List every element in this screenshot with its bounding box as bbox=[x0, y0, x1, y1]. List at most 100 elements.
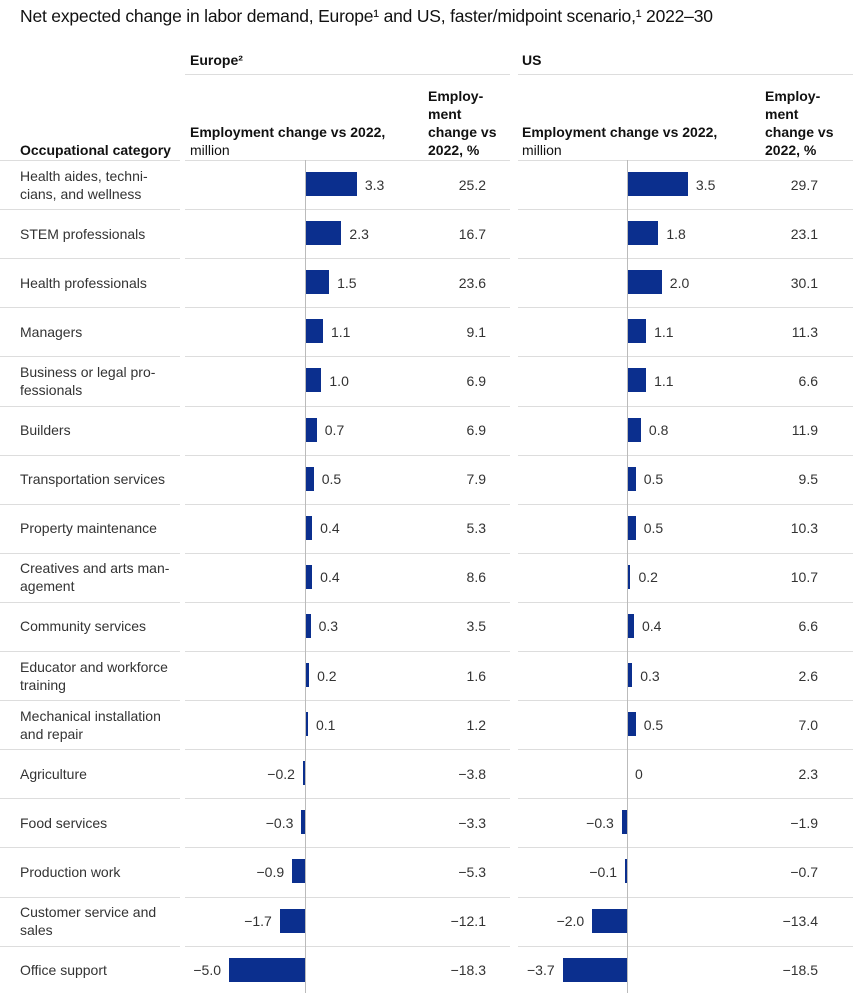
europe-value-label: 1.5 bbox=[337, 274, 357, 291]
us-value-label: 1.1 bbox=[654, 323, 674, 340]
us-value-label: 1.8 bbox=[666, 225, 686, 242]
us-value-label: 0.8 bbox=[648, 422, 669, 438]
row-divider bbox=[518, 847, 853, 849]
us-value-label: 3.5 bbox=[695, 176, 716, 193]
us-bar bbox=[627, 613, 634, 638]
row-divider bbox=[185, 847, 510, 849]
europe-bar bbox=[306, 172, 357, 196]
row-divider bbox=[518, 405, 853, 407]
europe-pct-label: −18.3 bbox=[450, 962, 486, 979]
us-bar bbox=[627, 712, 636, 737]
region-label-europe: Europe² bbox=[190, 52, 243, 68]
us-pct-label: 30.1 bbox=[790, 274, 818, 291]
row-divider bbox=[518, 749, 853, 751]
row-divider bbox=[518, 454, 853, 456]
us-value-label: 0 bbox=[635, 765, 643, 782]
europe-bar-header-title: Employment change vs 2022, bbox=[190, 124, 386, 140]
europe-pct-label: 9.1 bbox=[466, 323, 486, 340]
table-row: Customer service and sales −1.7 −12.1 −2.0 −… bbox=[0, 896, 868, 946]
row-divider bbox=[0, 307, 180, 309]
us-bar bbox=[627, 515, 636, 540]
us-value-label: 0.2 bbox=[638, 569, 658, 586]
category-label: Agriculture bbox=[20, 765, 87, 782]
us-pct-label: 2.3 bbox=[798, 765, 818, 782]
europe-bar bbox=[302, 761, 306, 786]
europe-pct-label: 3.5 bbox=[466, 618, 486, 635]
us-value-label: −3.7 bbox=[526, 962, 555, 979]
us-pct-label: 10.7 bbox=[790, 569, 818, 586]
table-row: Educator and workforce training 0.2 1.6 0.3… bbox=[0, 651, 868, 700]
us-value-label: 2.0 bbox=[669, 274, 690, 291]
table-row: Property maintenance 0.4 5.3 0.5 10.3 bbox=[0, 503, 868, 553]
europe-bar bbox=[306, 368, 322, 393]
europe-pct-label: 23.6 bbox=[458, 274, 486, 291]
us-value-label: 0.5 bbox=[643, 471, 664, 488]
us-value-label: −2.0 bbox=[556, 913, 585, 929]
row-divider bbox=[518, 798, 853, 800]
row-divider bbox=[0, 454, 180, 456]
europe-pct-label: 6.9 bbox=[466, 372, 486, 389]
us-bar bbox=[627, 417, 641, 442]
europe-pct-label: 1.2 bbox=[466, 716, 486, 733]
row-divider bbox=[185, 307, 510, 309]
us-bar bbox=[627, 564, 631, 589]
us-bar-header-unit: million bbox=[522, 142, 562, 158]
row-divider bbox=[185, 798, 510, 800]
europe-value-label: 0.3 bbox=[318, 618, 339, 635]
region-divider-us bbox=[518, 74, 853, 75]
region-divider-europe bbox=[185, 74, 510, 75]
table-row: Production work −0.9 −5.3 −0.1 −0.7 bbox=[0, 847, 868, 896]
europe-bar bbox=[229, 957, 306, 982]
europe-value-label: 3.3 bbox=[364, 176, 385, 193]
table-row: Creatives and arts man- agement 0.4 8.6 0.2… bbox=[0, 552, 868, 602]
category-label: Business or legal pro- fessionals bbox=[20, 363, 156, 398]
region-label-us: US bbox=[522, 52, 542, 68]
row-divider bbox=[185, 945, 510, 947]
europe-value-label: −5.0 bbox=[193, 962, 221, 979]
row-divider bbox=[518, 356, 853, 358]
us-pct-label: −1.9 bbox=[790, 814, 818, 831]
europe-bar bbox=[306, 515, 313, 540]
us-pct-label: 11.3 bbox=[791, 323, 818, 340]
row-divider bbox=[0, 749, 180, 751]
category-label: Property maintenance bbox=[20, 520, 157, 537]
row-divider bbox=[0, 209, 180, 211]
table-row: Health professionals 1.5 23.6 2.0 30.1 bbox=[0, 258, 868, 307]
chart-title: Net expected change in labor demand, Eur… bbox=[20, 6, 713, 26]
category-label: Food services bbox=[20, 814, 108, 831]
us-pct-label: 9.5 bbox=[798, 471, 818, 488]
table-row: Managers 1.1 9.1 1.1 11.3 bbox=[0, 307, 868, 356]
europe-bar-header: Employment change vs 2022, million bbox=[190, 123, 385, 159]
category-label: Production work bbox=[20, 863, 121, 880]
europe-pct-label: 6.9 bbox=[466, 422, 486, 438]
row-divider bbox=[0, 552, 180, 554]
europe-pct-label: −5.3 bbox=[458, 863, 486, 880]
us-value-label: 0.3 bbox=[640, 667, 660, 684]
europe-value-label: −0.3 bbox=[265, 814, 294, 831]
europe-value-label: 0.5 bbox=[321, 471, 342, 488]
us-pct-header: Employ- ment change vs 2022, % bbox=[765, 88, 834, 158]
europe-pct-label: 25.2 bbox=[458, 176, 486, 193]
us-bar bbox=[627, 270, 662, 295]
us-pct-label: 23.1 bbox=[790, 225, 818, 242]
row-divider bbox=[518, 896, 853, 898]
table-row: STEM professionals 2.3 16.7 1.8 23.1 bbox=[0, 209, 868, 258]
europe-bar bbox=[301, 810, 306, 835]
category-label: Builders bbox=[20, 422, 71, 438]
us-value-label: 1.1 bbox=[654, 372, 674, 389]
europe-value-label: 0.7 bbox=[324, 422, 345, 438]
europe-bar bbox=[306, 663, 310, 687]
europe-value-label: 0.1 bbox=[316, 716, 336, 733]
table-row: Business or legal pro- fessionals 1.0 6.9 1… bbox=[0, 356, 868, 405]
europe-pct-label: 7.9 bbox=[466, 471, 486, 488]
europe-value-label: 0.4 bbox=[320, 520, 340, 537]
europe-zero-axis bbox=[305, 160, 306, 993]
us-pct-label: 2.6 bbox=[798, 667, 818, 684]
row-divider bbox=[0, 601, 180, 603]
europe-bar bbox=[292, 859, 306, 884]
table-row: Builders 0.7 6.9 0.8 11.9 bbox=[0, 405, 868, 455]
europe-value-label: 0.2 bbox=[317, 667, 337, 684]
table-row: Mechanical installation and repair 0.1 1.2… bbox=[0, 700, 868, 749]
us-value-label: −0.3 bbox=[586, 814, 614, 831]
